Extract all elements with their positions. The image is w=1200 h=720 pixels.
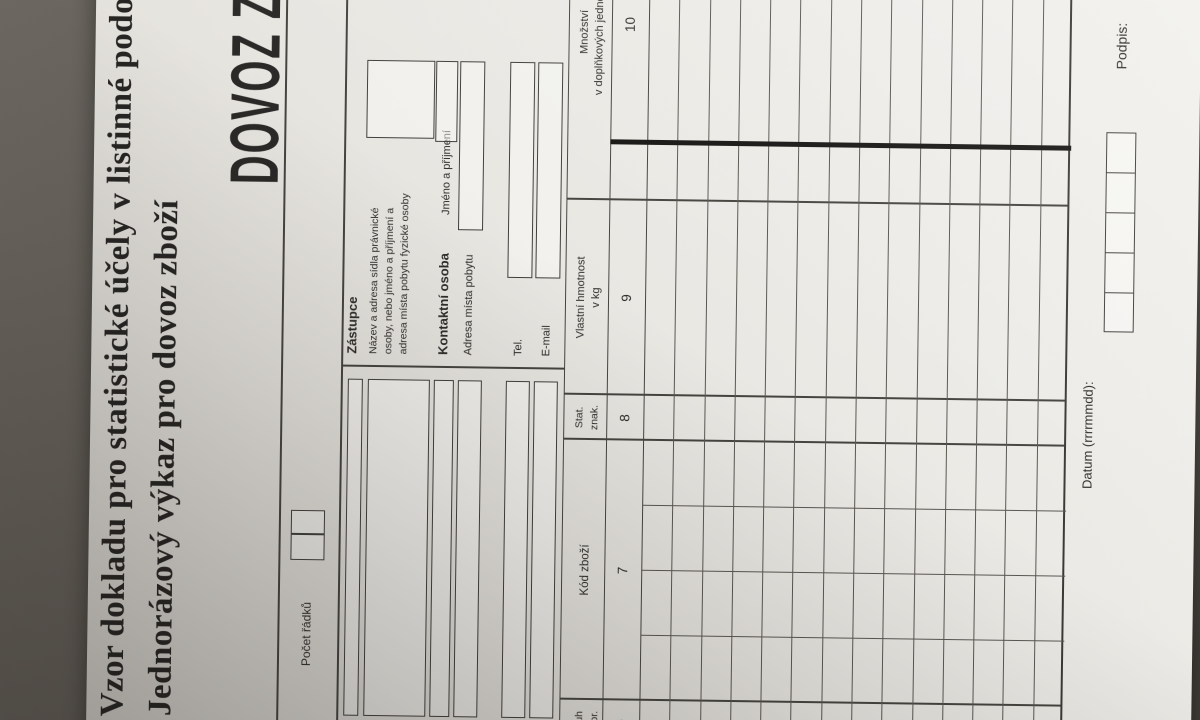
jmeno-prijmeni-label: Jméno a příjmení (440, 129, 454, 216)
col8-header: Stat. znak. (572, 395, 602, 440)
col6-header-line1: Druh (572, 700, 587, 720)
jmeno-prijmeni-box (435, 60, 459, 143)
adresa-mista-pobytu-label: Adresa místa pobytu (462, 254, 476, 356)
table-row-line (1001, 0, 1016, 720)
col8-number: 8 (617, 414, 633, 422)
table-row-line (728, 0, 743, 720)
col6-number: 6 (602, 700, 640, 720)
col6-header-line2: dopr. (587, 700, 602, 720)
col6-header: Druh dopr. (572, 700, 602, 720)
datum-digit-cell (1104, 252, 1135, 293)
col8-header-line2: znak. (587, 404, 601, 431)
table-row-line (940, 0, 955, 720)
podpis-label: Podpis: (1113, 22, 1130, 70)
pocet-radku-box (290, 509, 326, 561)
email-label: E-mail (540, 325, 553, 357)
zastupce-name-address-box (366, 59, 436, 139)
adresa-mista-pobytu-box (457, 61, 486, 231)
kontaktni-osoba-label: Kontaktní osoba (435, 253, 452, 356)
zastupce-desc-line1: Název a adresa sídla právnické (367, 207, 382, 355)
tel-box (507, 61, 536, 279)
party-column-divider (341, 365, 565, 370)
table-row-line (668, 0, 683, 720)
table-row-line (698, 0, 713, 720)
table-row-line (1031, 0, 1046, 720)
left-field-box (363, 378, 430, 717)
datum-label: Datum (rrrrmmdd): (1079, 381, 1096, 490)
datum-digit-cell (1105, 132, 1137, 173)
table-row-line (759, 0, 773, 720)
pocet-radku-box-divider (291, 533, 324, 536)
col10-header: Množství v doplňkových jednotkách (575, 0, 610, 195)
doc-title-line1: Vzor dokladu pro statistické účely v lis… (94, 0, 141, 717)
left-field-box (529, 381, 558, 719)
tel-label: Tel. (512, 338, 525, 357)
table-thick-black-rule (610, 139, 1072, 151)
col10-header-line2: v doplňkových jednotkách (593, 0, 608, 96)
left-field-box (453, 380, 482, 718)
col9-header-line2: v kg (590, 287, 603, 308)
zastupce-desc-line2: osoby, nebo jméno a příjmení a (382, 207, 397, 355)
datum-boxes (1103, 132, 1137, 333)
table-row-line (819, 0, 834, 720)
email-box (535, 62, 564, 279)
datum-digit-cell (1104, 212, 1136, 253)
col7-number: 7 (615, 566, 631, 575)
left-field-box (501, 380, 530, 719)
zastupce-heading: Zástupce (344, 296, 361, 354)
table-row-line (910, 0, 925, 720)
col10-number: 10 (622, 16, 638, 33)
datum-digit-cell (1105, 172, 1136, 213)
table-row-line (789, 0, 804, 720)
col9-number: 9 (619, 294, 635, 302)
table-row-line (849, 0, 864, 720)
zastupce-desc-line3: adresa místa pobytu fyzické osoby (397, 193, 412, 355)
col7-header: Kód zboží (578, 544, 592, 596)
paper-form-sheet: Vzor dokladu pro statistické účely v lis… (85, 0, 1200, 720)
pocet-radku-label: Počet řádků (298, 601, 314, 667)
col9-header: Vlastní hmotnost v kg (573, 200, 607, 395)
doc-title-line2: Jednorázový výkaz pro dovoz zboží (142, 199, 186, 717)
col8-header-line1: Stat. (573, 406, 586, 429)
left-field-box (429, 379, 454, 718)
left-field-box (343, 378, 363, 716)
table-row-line (971, 0, 985, 720)
goods-table: Druh dopr. Kód zboží Stat. znak. Vlastní… (557, 0, 1074, 720)
table-row-line (880, 0, 895, 720)
datum-digit-cell (1103, 292, 1135, 333)
